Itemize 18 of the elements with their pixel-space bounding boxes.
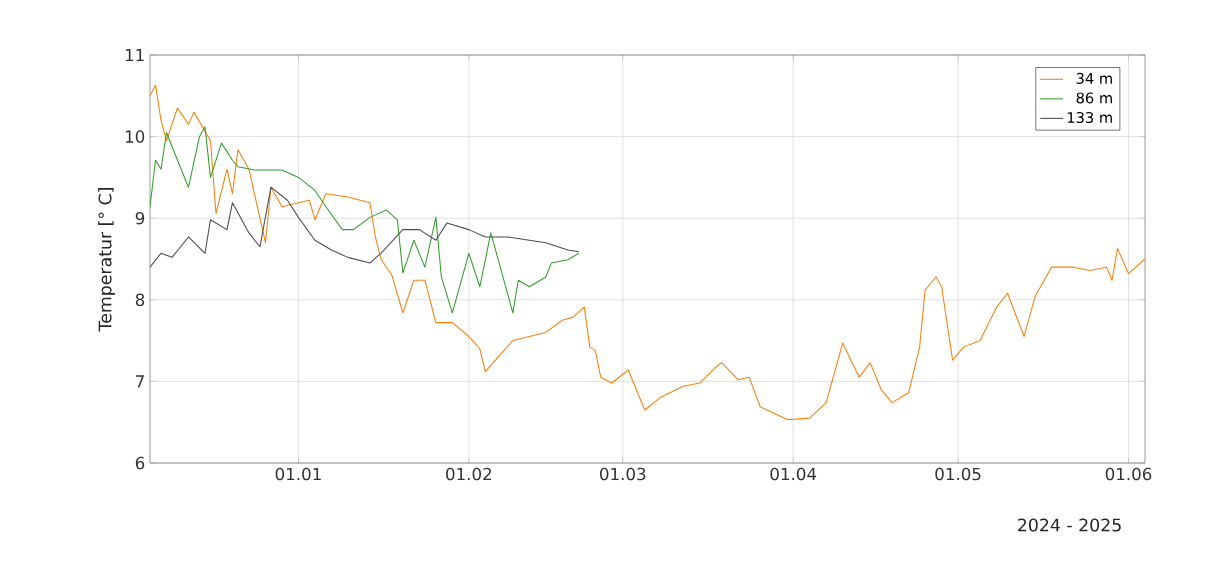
y-tick-label: 9 <box>135 211 145 225</box>
y-tick-label: 8 <box>135 293 145 307</box>
legend-label: 133 m <box>1067 111 1112 124</box>
y-axis-title: Temperatur [° C] <box>98 188 115 332</box>
y-tick-label: 10 <box>125 130 145 143</box>
line-series <box>150 186 580 268</box>
y-tick-label: 11 <box>125 48 144 62</box>
y-tick-label: 6 <box>135 456 145 470</box>
x-tick-label: 01.05 <box>935 467 981 481</box>
x-tick-label: 01.06 <box>1105 467 1152 481</box>
legend-label: 34 m <box>1076 72 1112 84</box>
y-tick-label: 7 <box>136 375 144 388</box>
text: 2024 - 2025 <box>1018 518 1121 532</box>
x-tick-label: 01.01 <box>275 467 321 481</box>
x-tick-label: 01.03 <box>600 467 646 481</box>
x-tick-label: 01.04 <box>770 467 817 481</box>
x-tick-label: 01.02 <box>446 467 492 481</box>
legend-label: 86 m <box>1076 92 1112 104</box>
